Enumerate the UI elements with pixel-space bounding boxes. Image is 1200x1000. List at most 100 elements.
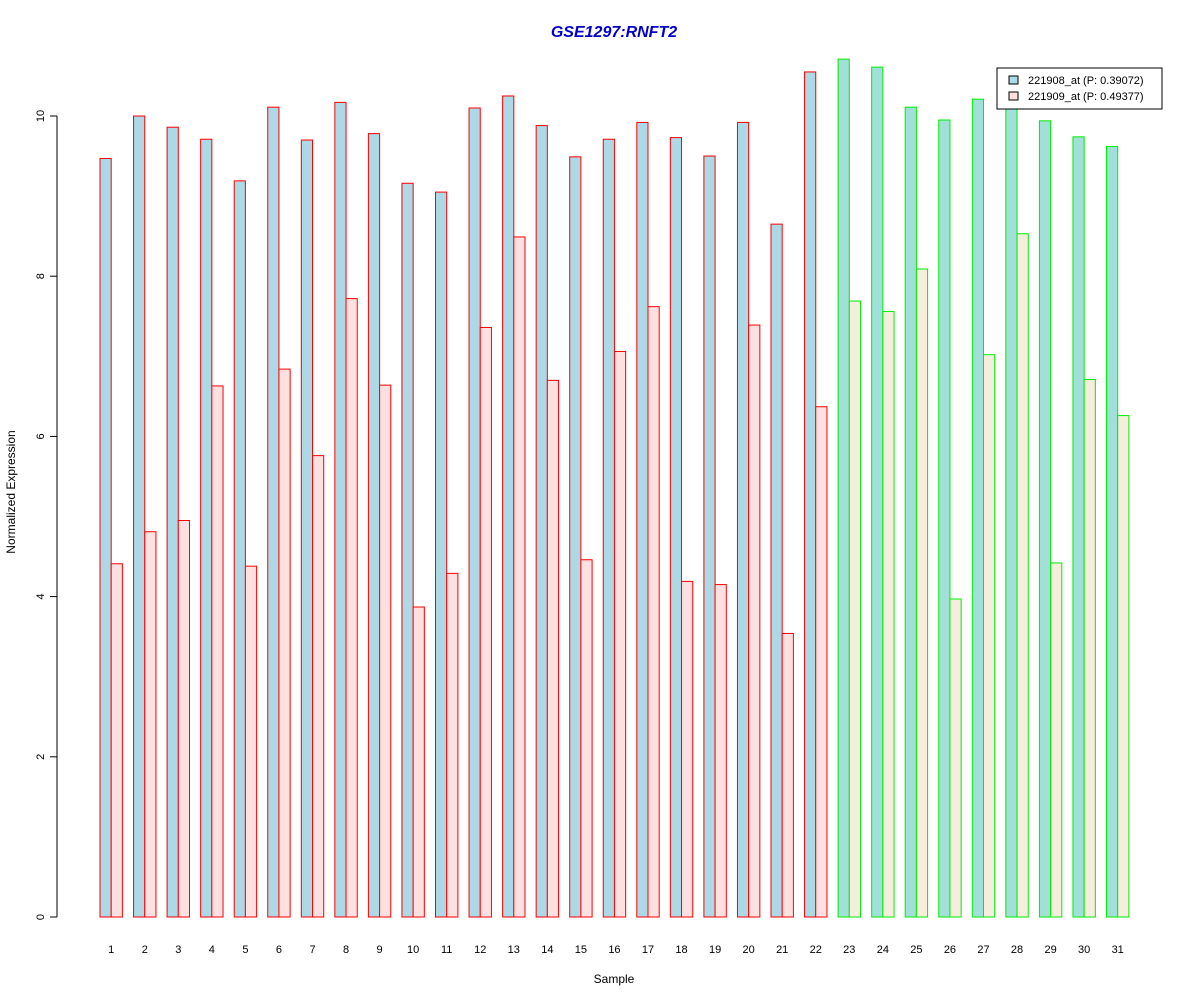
bar-221908_at-sample-21 bbox=[770, 223, 783, 918]
bar-221909_at-sample-6 bbox=[278, 368, 291, 918]
bar-221908_at-sample-13 bbox=[502, 95, 515, 918]
x-tick-label: 19 bbox=[709, 944, 721, 956]
bar-221909_at-sample-1 bbox=[110, 563, 123, 918]
bar-221909_at-sample-28 bbox=[1016, 233, 1029, 918]
bar-221908_at-sample-11 bbox=[435, 191, 448, 918]
bar-221908_at-sample-23 bbox=[837, 58, 850, 918]
legend-label-221908: 221908_at (P: 0.39072) bbox=[1028, 75, 1144, 87]
y-axis: 0 2 4 6 8 10 bbox=[35, 110, 58, 920]
bar-221909_at-sample-12 bbox=[479, 326, 492, 918]
x-tick-label: 31 bbox=[1112, 944, 1124, 956]
x-tick-label: 2 bbox=[142, 944, 148, 956]
bar-221909_at-sample-16 bbox=[613, 350, 627, 918]
bar-221908_at-sample-8 bbox=[334, 101, 347, 918]
bar-221908_at-sample-6 bbox=[267, 106, 280, 918]
legend-label-221909: 221909_at (P: 0.49377) bbox=[1028, 91, 1144, 103]
bar-221909_at-sample-21 bbox=[781, 632, 794, 918]
y-tick-label: 0 bbox=[35, 914, 47, 920]
bar-221909_at-sample-14 bbox=[546, 379, 560, 918]
bar-221909_at-sample-13 bbox=[513, 236, 526, 918]
bar-221909_at-sample-25 bbox=[915, 268, 929, 918]
x-tick-label: 8 bbox=[343, 944, 349, 956]
bar-221909_at-sample-18 bbox=[681, 580, 694, 918]
x-tick-labels: 1 2 3 4 5 6 7 8 9 10 11 12 13 14 15 16 17 18 19 20 21 22 23 24 2… bbox=[108, 944, 1124, 956]
x-tick-label: 22 bbox=[810, 944, 822, 956]
x-tick-label: 26 bbox=[944, 944, 956, 956]
bar-221909_at-sample-4 bbox=[211, 385, 224, 918]
bar-221908_at-sample-27 bbox=[971, 98, 984, 918]
x-tick-label: 18 bbox=[675, 944, 687, 956]
bars bbox=[99, 58, 1130, 918]
bar-221909_at-sample-26 bbox=[949, 598, 962, 918]
x-tick-label: 24 bbox=[877, 944, 889, 956]
legend-box bbox=[996, 67, 1163, 110]
bar-221908_at-sample-29 bbox=[1038, 120, 1052, 918]
x-tick-label: 11 bbox=[441, 944, 452, 956]
bar-221909_at-sample-7 bbox=[312, 455, 325, 918]
x-tick-label: 17 bbox=[642, 944, 654, 956]
x-tick-label: 4 bbox=[209, 944, 215, 956]
bar-221908_at-sample-3 bbox=[166, 126, 179, 918]
bar-221908_at-sample-20 bbox=[736, 121, 750, 918]
bar-221909_at-sample-15 bbox=[580, 559, 593, 918]
bar-221908_at-sample-15 bbox=[569, 156, 582, 918]
bar-221909_at-sample-2 bbox=[144, 531, 157, 918]
bar-221908_at-sample-5 bbox=[233, 180, 246, 918]
bar-221909_at-sample-20 bbox=[748, 324, 761, 918]
x-tick-label: 16 bbox=[608, 944, 620, 956]
bar-221908_at-sample-16 bbox=[602, 138, 615, 918]
x-tick-label: 5 bbox=[242, 944, 248, 956]
x-tick-label: 20 bbox=[743, 944, 755, 956]
bar-221908_at-sample-1 bbox=[99, 157, 112, 918]
x-tick-label: 13 bbox=[508, 944, 520, 956]
x-tick-label: 23 bbox=[843, 944, 855, 956]
bar-221909_at-sample-19 bbox=[714, 584, 727, 918]
bar-221908_at-sample-10 bbox=[401, 182, 414, 918]
bar-221908_at-sample-2 bbox=[133, 115, 146, 918]
x-tick-label: 15 bbox=[575, 944, 587, 956]
bar-221909_at-sample-22 bbox=[815, 406, 828, 918]
bar-221908_at-sample-31 bbox=[1106, 145, 1119, 918]
x-tick-label: 25 bbox=[910, 944, 922, 956]
x-tick-label: 29 bbox=[1044, 944, 1056, 956]
x-tick-label: 7 bbox=[309, 944, 315, 956]
bar-221908_at-sample-12 bbox=[468, 107, 481, 918]
bar-221909_at-sample-8 bbox=[345, 298, 358, 918]
legend-swatch-221909 bbox=[1008, 91, 1019, 101]
bar-221909_at-sample-10 bbox=[412, 606, 425, 918]
bar-221909_at-sample-5 bbox=[244, 565, 258, 918]
bar-221908_at-sample-28 bbox=[1005, 107, 1018, 918]
x-tick-label: 30 bbox=[1078, 944, 1090, 956]
x-tick-label: 9 bbox=[377, 944, 383, 956]
bar-221909_at-sample-31 bbox=[1117, 415, 1130, 918]
legend-swatch-221908 bbox=[1008, 75, 1019, 85]
bar-221908_at-sample-18 bbox=[669, 137, 683, 918]
y-tick-label: 4 bbox=[35, 594, 47, 600]
bar-221909_at-sample-30 bbox=[1083, 379, 1096, 918]
legend: 221908_at (P: 0.39072) 221909_at (P: 0.4… bbox=[996, 67, 1163, 110]
x-tick-label: 3 bbox=[175, 944, 181, 956]
x-tick-label: 14 bbox=[541, 944, 553, 956]
bar-221908_at-sample-17 bbox=[636, 121, 649, 918]
bar-221909_at-sample-11 bbox=[446, 572, 459, 918]
chart-title: GSE1297:RNFT2 bbox=[551, 24, 677, 41]
bar-221908_at-sample-7 bbox=[300, 139, 313, 918]
x-tick-label: 27 bbox=[977, 944, 989, 956]
x-tick-label: 6 bbox=[276, 944, 282, 956]
bar-221908_at-sample-4 bbox=[200, 138, 213, 918]
bar-221908_at-sample-25 bbox=[904, 106, 917, 918]
y-tick-label: 8 bbox=[35, 273, 47, 279]
x-axis-title: Sample bbox=[594, 972, 635, 986]
y-tick-label: 6 bbox=[35, 433, 47, 439]
x-tick-label: 28 bbox=[1011, 944, 1023, 956]
x-tick-label: 10 bbox=[407, 944, 419, 956]
bar-221908_at-sample-14 bbox=[535, 125, 548, 918]
bar-221909_at-sample-23 bbox=[848, 300, 861, 918]
y-axis-title: Normalized Expression bbox=[4, 430, 18, 553]
bar-221908_at-sample-9 bbox=[367, 133, 381, 918]
bar-221909_at-sample-9 bbox=[379, 384, 392, 918]
bar-221908_at-sample-24 bbox=[871, 66, 884, 918]
y-tick-label: 2 bbox=[35, 754, 47, 760]
bar-221909_at-sample-17 bbox=[647, 306, 660, 918]
